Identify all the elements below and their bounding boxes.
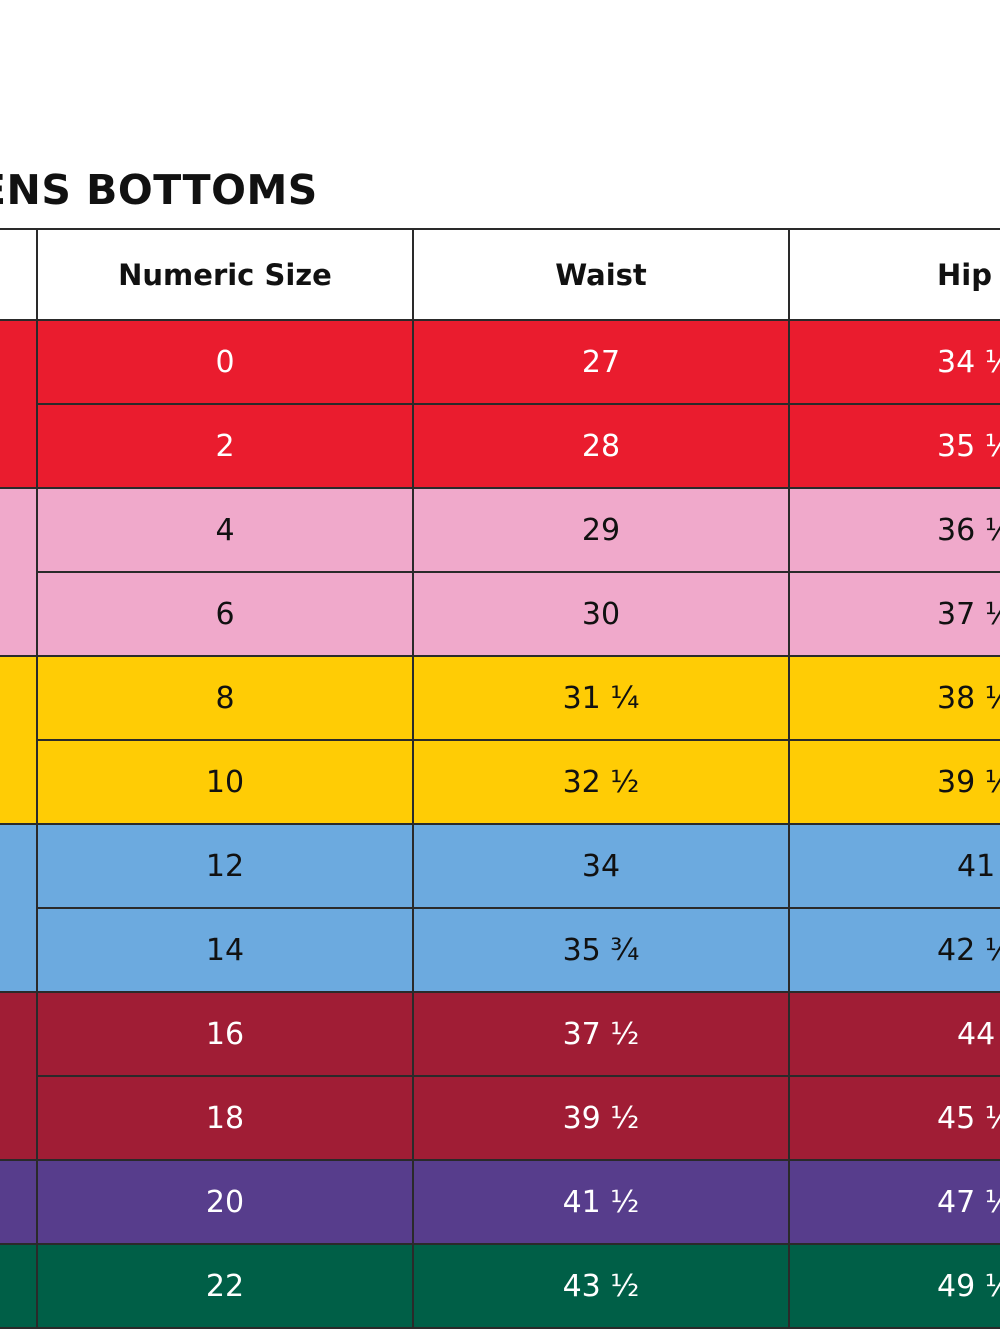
size-group-cell: [0, 1243, 38, 1329]
header-row: Numeric Size Waist Hip: [0, 228, 1000, 321]
numeric-size-cell: 16: [36, 991, 414, 1077]
numeric-size-cell: 2: [36, 403, 414, 489]
waist-cell: 37 ½: [412, 991, 790, 1077]
numeric-size-cell: 22: [36, 1243, 414, 1329]
size-group-cell: [0, 487, 38, 657]
waist-cell: 32 ½: [412, 739, 790, 825]
numeric-size-cell: 14: [36, 907, 414, 993]
waist-cell: 39 ½: [412, 1075, 790, 1161]
hip-cell: 42 ½: [788, 907, 1000, 993]
table-row: 4 29 36 ½: [0, 487, 1000, 657]
chart-title: ENS BOTTOMS: [0, 166, 318, 214]
table-row: 2 28 35 ½: [0, 403, 1000, 489]
table-row: 22 43 ½ 49 ½: [0, 1243, 1000, 1329]
numeric-size-cell: 20: [36, 1159, 414, 1245]
header-cell-hip: Hip: [788, 228, 1000, 321]
hip-cell: 36 ½: [788, 487, 1000, 573]
table-row: 14 35 ¾ 42 ½: [0, 907, 1000, 993]
size-group-cell: [0, 991, 38, 1161]
hip-cell: 34 ½: [788, 319, 1000, 405]
waist-cell: 31 ¼: [412, 655, 790, 741]
size-group-cell: [0, 1159, 38, 1245]
waist-cell: 41 ½: [412, 1159, 790, 1245]
waist-cell: 28: [412, 403, 790, 489]
table-row: 16 37 ½ 44: [0, 991, 1000, 1161]
numeric-size-cell: 8: [36, 655, 414, 741]
hip-cell: 38 ½: [788, 655, 1000, 741]
hip-cell: 39 ½: [788, 739, 1000, 825]
numeric-size-cell: 10: [36, 739, 414, 825]
numeric-size-cell: 12: [36, 823, 414, 909]
table-row: 10 32 ½ 39 ½: [0, 739, 1000, 825]
waist-cell: 34: [412, 823, 790, 909]
table-row: 0 27 34 ½: [0, 319, 1000, 489]
numeric-size-cell: 0: [36, 319, 414, 405]
header-cell-size-group: [0, 228, 38, 321]
header-cell-numeric-size: Numeric Size: [36, 228, 414, 321]
table-row: 6 30 37 ½: [0, 571, 1000, 657]
waist-cell: 27: [412, 319, 790, 405]
waist-cell: 43 ½: [412, 1243, 790, 1329]
table-row: 18 39 ½ 45 ½: [0, 1075, 1000, 1161]
hip-cell: 41: [788, 823, 1000, 909]
table-row: 12 34 41: [0, 823, 1000, 993]
numeric-size-cell: 4: [36, 487, 414, 573]
waist-cell: 35 ¾: [412, 907, 790, 993]
table-row: 8 31 ¼ 38 ½: [0, 655, 1000, 825]
header-cell-waist: Waist: [412, 228, 790, 321]
size-group-cell: [0, 823, 38, 993]
hip-cell: 45 ½: [788, 1075, 1000, 1161]
hip-cell: 37 ½: [788, 571, 1000, 657]
hip-cell: 35 ½: [788, 403, 1000, 489]
size-chart-table-container: Numeric Size Waist Hip 0 27 34 ½ 2 28 35…: [0, 228, 1000, 1333]
size-group-cell: [0, 319, 38, 489]
hip-cell: 44: [788, 991, 1000, 1077]
numeric-size-cell: 18: [36, 1075, 414, 1161]
hip-cell: 49 ½: [788, 1243, 1000, 1329]
size-group-cell: [0, 655, 38, 825]
waist-cell: 30: [412, 571, 790, 657]
waist-cell: 29: [412, 487, 790, 573]
hip-cell: 47 ½: [788, 1159, 1000, 1245]
table-row: 20 41 ½ 47 ½: [0, 1159, 1000, 1245]
size-chart-table: Numeric Size Waist Hip 0 27 34 ½ 2 28 35…: [0, 228, 1000, 1329]
numeric-size-cell: 6: [36, 571, 414, 657]
